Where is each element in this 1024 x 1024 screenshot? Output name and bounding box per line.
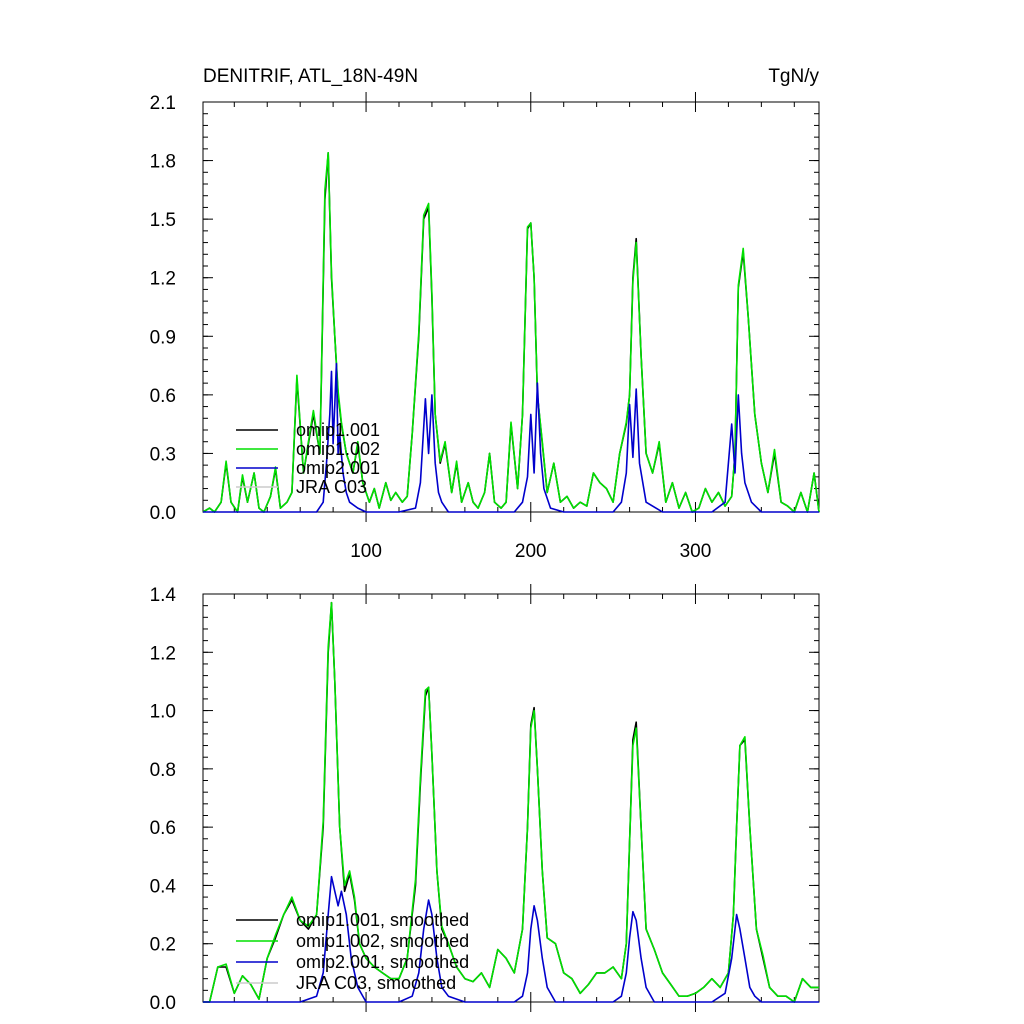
series-line-omip2-001 — [203, 362, 819, 513]
series-line-omip1-002-smoothed — [203, 601, 819, 1003]
y-tick-label: 0.3 — [150, 444, 176, 465]
legend-label: JRA C03 — [296, 477, 367, 497]
legend-label: omip2.001 — [296, 458, 380, 478]
y-tick-label: 0.9 — [150, 327, 176, 348]
y-tick-label: 1.5 — [150, 210, 176, 231]
y-tick-label: 0.6 — [150, 386, 176, 407]
bottom-panel: 0.0 0.2 0.4 0.6 0.8 1.0 1.2 1.4 omip1.001, smoot… — [150, 584, 820, 1014]
y-tick-label: 1.8 — [150, 152, 176, 173]
legend-label: omip1.002 — [296, 439, 380, 459]
series-line-omip2-001-smoothed — [203, 875, 819, 1003]
legend-label: omip1.001, smoothed — [296, 910, 469, 930]
chart-units: TgN/y — [768, 66, 819, 87]
y-tick-label: 0.8 — [150, 760, 176, 781]
top-panel: 0.0 0.3 0.6 0.9 1.2 1.5 1.8 2.1 100 200 300 omip1.0… — [150, 92, 820, 562]
legend-label: JRA C03, smoothed — [296, 973, 456, 993]
y-tick-label: 0.2 — [150, 935, 176, 956]
x-tick-label: 200 — [515, 541, 547, 562]
series-line-omip1-002 — [202, 152, 820, 513]
x-tick-label: 300 — [680, 541, 712, 562]
y-tick-label: 1.4 — [150, 585, 177, 606]
y-tick-label: 2.1 — [150, 93, 176, 114]
legend-label: omip1.001 — [296, 420, 380, 440]
chart-title: DENITRIF, ATL_18N-49N — [203, 66, 418, 87]
y-tick-label: 1.2 — [150, 269, 176, 290]
legend-label: omip2.001, smoothed — [296, 952, 469, 972]
y-tick-label: 0.4 — [150, 876, 177, 897]
legend-label: omip1.002, smoothed — [296, 931, 469, 951]
y-tick-label: 0.6 — [150, 818, 176, 839]
y-tick-label: 0.0 — [150, 993, 176, 1014]
y-tick-label: 0.0 — [150, 503, 176, 524]
x-tick-label: 100 — [350, 541, 382, 562]
y-tick-label: 1.2 — [150, 643, 176, 664]
y-tick-label: 1.0 — [150, 702, 176, 723]
